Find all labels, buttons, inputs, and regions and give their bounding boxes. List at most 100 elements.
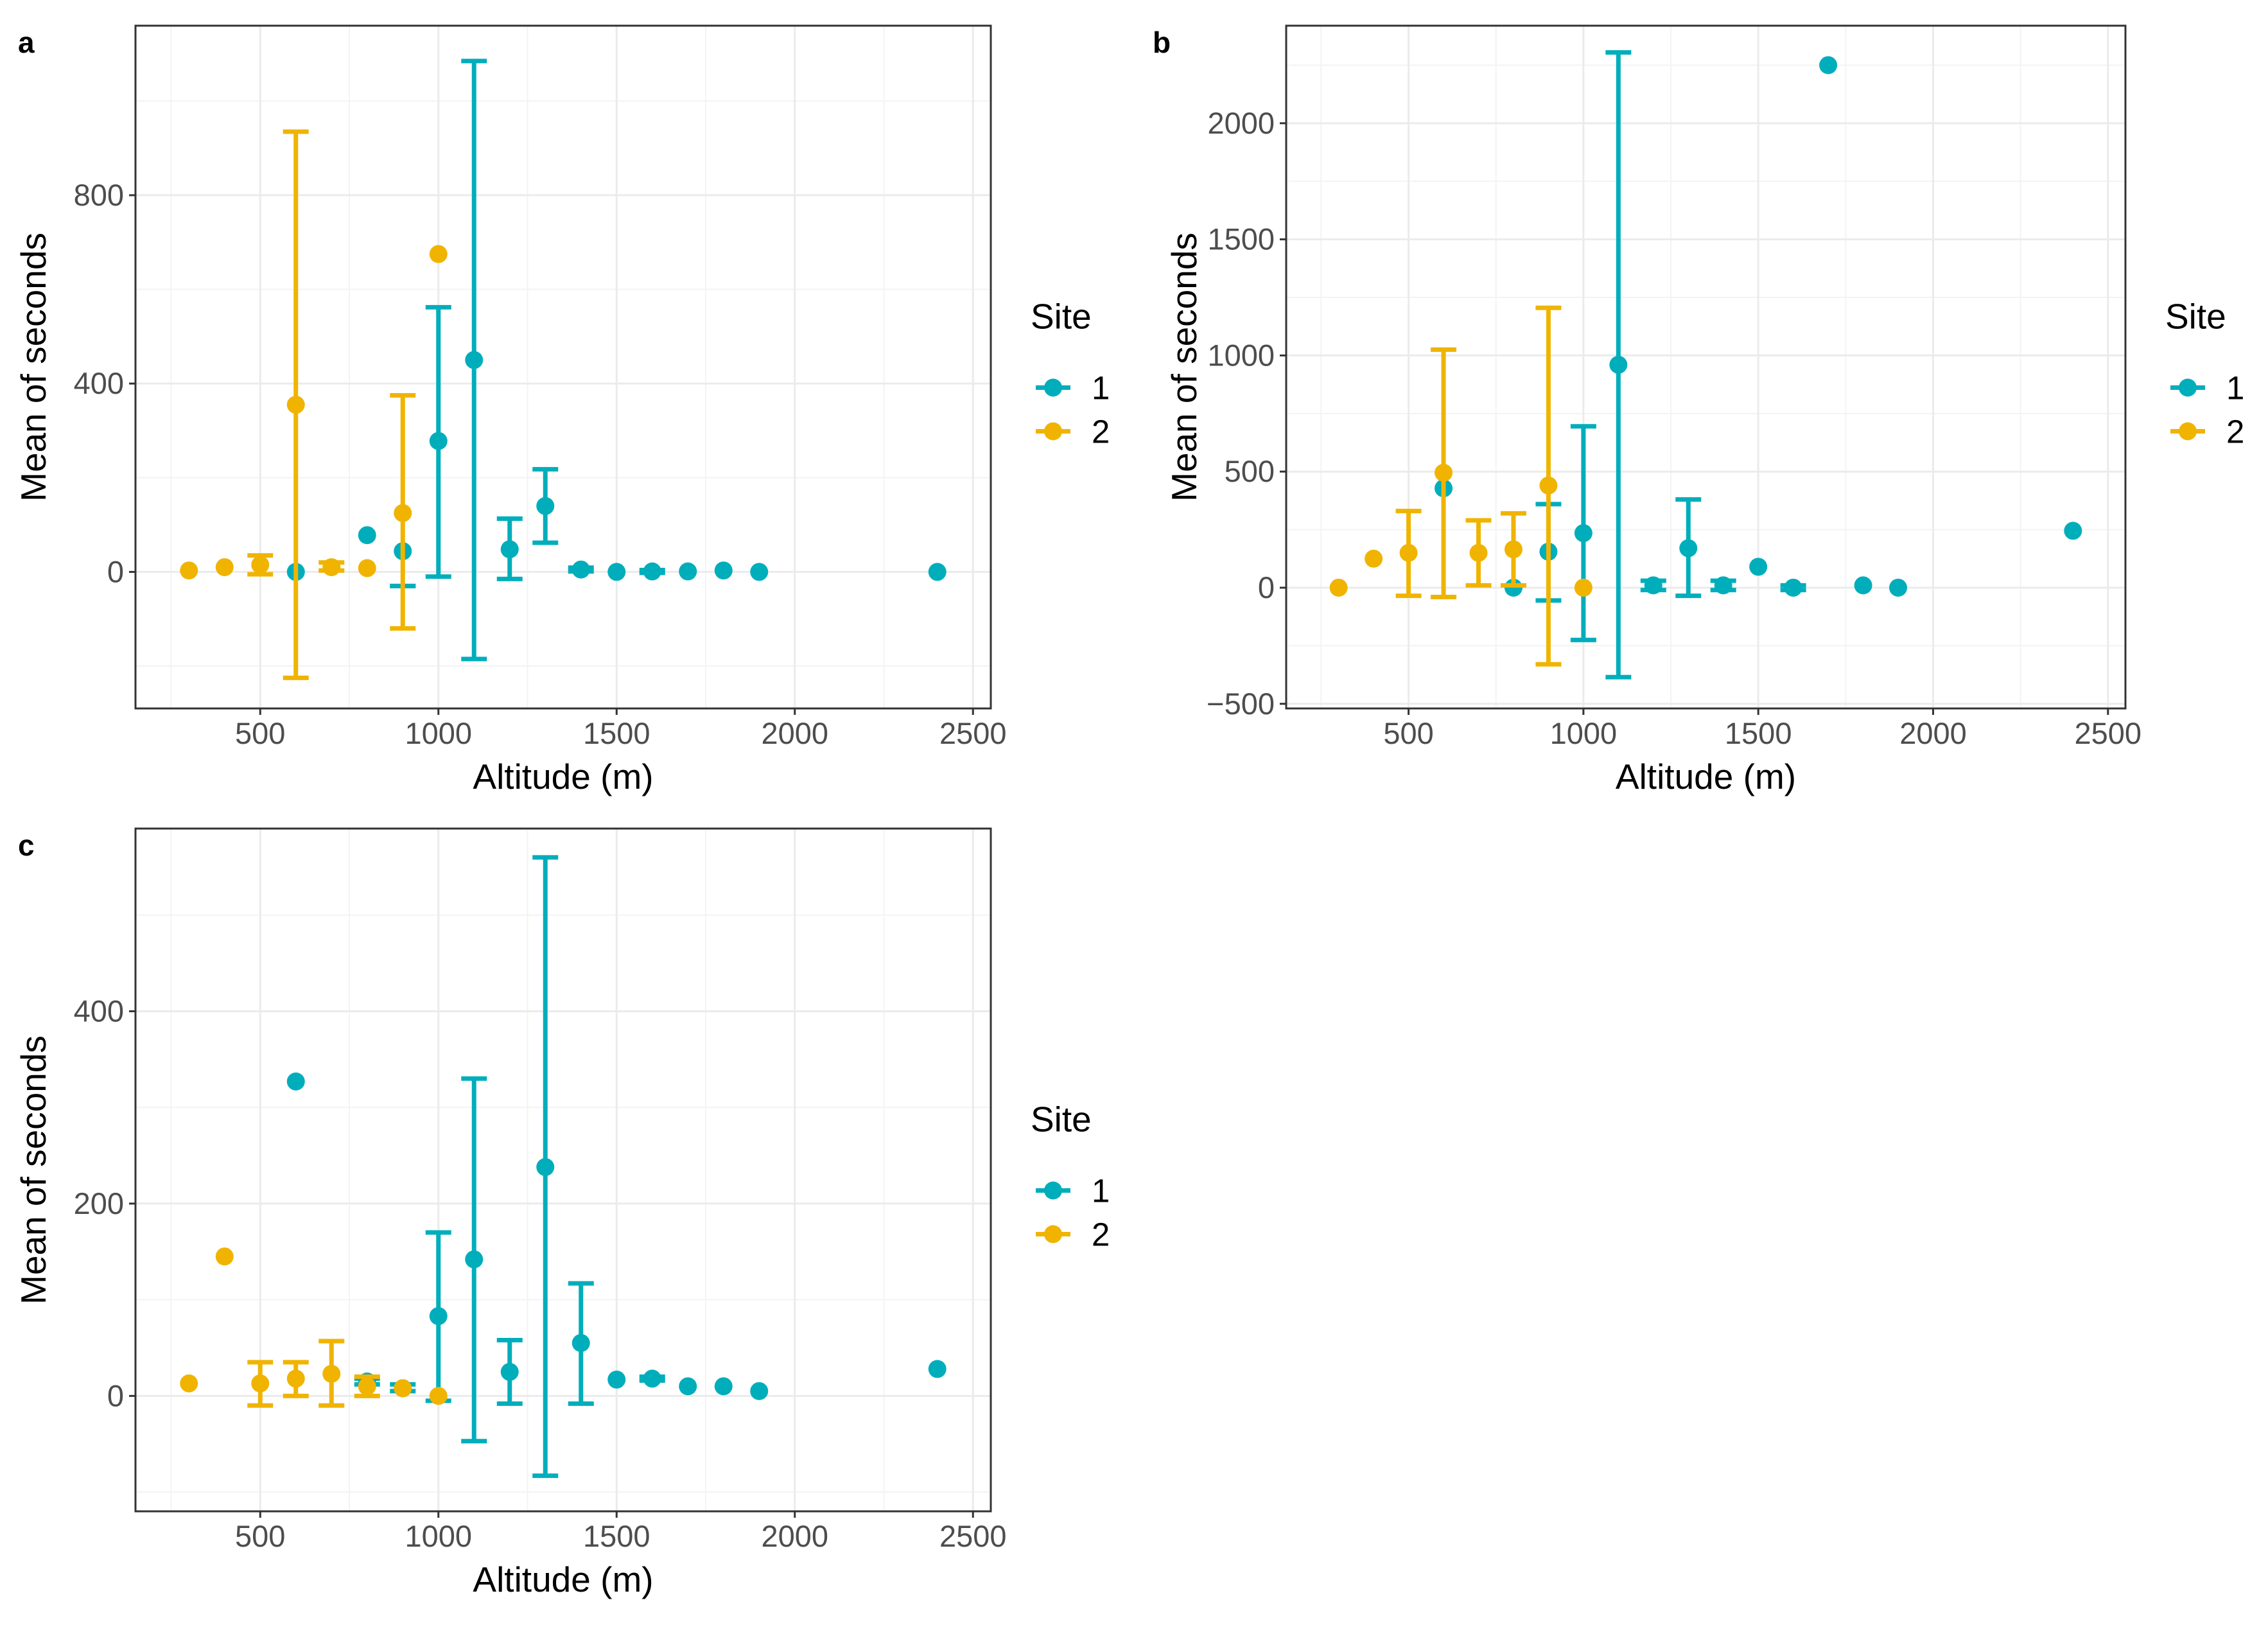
data-point <box>429 1387 448 1405</box>
data-point <box>429 432 448 450</box>
data-point <box>180 1374 198 1392</box>
data-point <box>1714 576 1732 595</box>
legend-label: 2 <box>1092 414 1110 450</box>
panel-border <box>134 827 992 1513</box>
data-point <box>571 1333 590 1352</box>
legend-label: 1 <box>1092 1173 1110 1209</box>
data-point <box>251 556 270 574</box>
data-point <box>1574 524 1592 543</box>
y-axis-title: Mean of seconds <box>1164 233 1204 502</box>
data-point <box>358 526 376 545</box>
y-tick-label: 400 <box>74 366 124 400</box>
y-tick-label: 800 <box>74 178 124 212</box>
legend-title: Site <box>2165 297 2226 337</box>
data-point <box>607 1370 626 1389</box>
panel-label: b <box>1153 26 1171 59</box>
chart-panel-a: 500 1000 1500 2000 2500 0 400 800 Altitude (m) Me… <box>13 24 1110 796</box>
y-axis-title: Mean of seconds <box>13 233 53 502</box>
legend-label: 1 <box>1092 370 1110 407</box>
data-point <box>536 1158 555 1177</box>
series-site-1 <box>286 58 946 662</box>
data-point <box>607 563 626 581</box>
plot-area <box>1286 26 2125 708</box>
data-point <box>1819 56 1838 75</box>
x-tick-label: 1000 <box>1550 716 1618 750</box>
y-tick-label: 1000 <box>1207 338 1275 372</box>
x-tick-label: 2000 <box>761 716 828 750</box>
y-tick-label: 1500 <box>1207 222 1275 256</box>
data-point <box>750 563 769 581</box>
data-point <box>322 1364 341 1383</box>
data-point <box>714 561 733 580</box>
data-point <box>928 1360 946 1378</box>
panel-border <box>1285 24 2127 710</box>
data-point <box>429 245 448 263</box>
series-site-2 <box>180 129 448 680</box>
panel-label: a <box>18 26 35 59</box>
chart-panel-b: 500 1000 1500 2000 2500 −500 0 500 1000 1500 2000 A… <box>1153 24 2244 796</box>
x-axis-title: Altitude (m) <box>473 757 653 796</box>
data-point <box>1329 578 1348 597</box>
legend-label: 2 <box>1092 1217 1110 1253</box>
data-point <box>358 559 376 577</box>
legend-title: Site <box>1031 1100 1092 1139</box>
data-point <box>1784 578 1802 597</box>
data-point <box>1854 576 1872 595</box>
y-tick-label: 0 <box>107 554 124 588</box>
series-site-2 <box>180 1247 448 1408</box>
y-tick-label: 2000 <box>1207 106 1275 140</box>
x-tick-label: 1500 <box>583 1519 650 1553</box>
data-point <box>215 558 234 577</box>
data-point <box>928 563 946 581</box>
y-axis-title: Mean of seconds <box>13 1035 53 1304</box>
legend-key-point <box>1044 378 1062 397</box>
x-tick-label: 1500 <box>583 716 650 750</box>
data-point <box>322 558 341 577</box>
y-tick-label: 200 <box>74 1186 124 1220</box>
series-site-2 <box>1329 305 1592 667</box>
data-point <box>500 1362 519 1381</box>
data-point <box>750 1382 769 1400</box>
legend-label: 1 <box>2226 370 2244 407</box>
x-tick-label: 500 <box>1383 716 1433 750</box>
data-point <box>1679 539 1698 558</box>
y-tick-label: 400 <box>74 994 124 1028</box>
data-point <box>429 1307 448 1326</box>
data-point <box>679 1377 697 1396</box>
data-point <box>1365 549 1383 568</box>
panel-label: c <box>18 829 35 862</box>
data-point <box>571 560 590 579</box>
data-point <box>286 1072 305 1091</box>
data-point <box>180 561 198 580</box>
data-point <box>1469 543 1488 562</box>
y-tick-label: 0 <box>1258 570 1275 604</box>
x-tick-label: 2500 <box>939 1519 1007 1553</box>
legend-label: 2 <box>2226 414 2244 450</box>
x-tick-label: 1000 <box>405 716 472 750</box>
data-point <box>1749 558 1768 576</box>
y-tick-label: 0 <box>107 1378 124 1412</box>
x-axis-title: Altitude (m) <box>473 1559 653 1599</box>
plot-area <box>135 829 991 1511</box>
x-tick-label: 2000 <box>761 1519 828 1553</box>
data-point <box>465 1250 484 1269</box>
legend-key-point <box>1044 1225 1062 1243</box>
data-point <box>1889 578 1908 597</box>
legend-key-point <box>2179 422 2197 441</box>
x-tick-label: 500 <box>235 716 285 750</box>
data-point <box>215 1247 234 1266</box>
x-tick-label: 2500 <box>939 716 1007 750</box>
data-point <box>465 351 484 369</box>
x-tick-label: 2500 <box>2074 716 2142 750</box>
x-tick-label: 1500 <box>1725 716 1792 750</box>
y-tick-label: −500 <box>1207 687 1275 721</box>
y-tick-label: 500 <box>1225 454 1275 488</box>
legend-key-point <box>1044 422 1062 441</box>
data-point <box>500 540 519 559</box>
legend-title: Site <box>1031 297 1092 337</box>
